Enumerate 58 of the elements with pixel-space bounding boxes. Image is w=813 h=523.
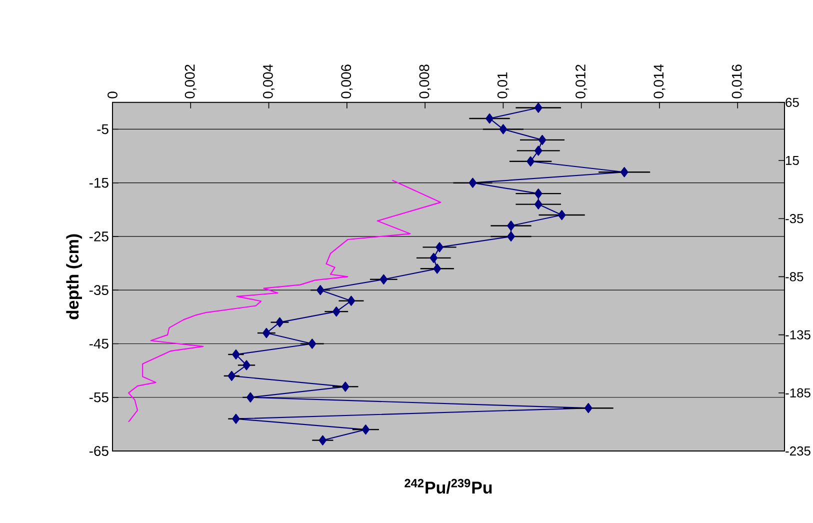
point <box>232 414 240 424</box>
point <box>228 370 236 381</box>
point <box>468 178 477 188</box>
y2-tick-label: -235 <box>786 446 810 456</box>
point <box>499 124 508 134</box>
y2-tick-label: -135 <box>786 330 810 340</box>
x-tick-label: 0,006 <box>341 64 353 98</box>
point <box>262 328 270 338</box>
point <box>534 199 542 210</box>
point <box>507 220 515 231</box>
y2-tick-label: 15 <box>786 156 799 166</box>
point <box>380 274 388 284</box>
x-tick-label: 0,01 <box>497 72 509 98</box>
point <box>332 306 340 317</box>
y-axis-title: depth (cm) <box>66 234 82 320</box>
point <box>526 156 534 166</box>
y2-tick-label: -85 <box>786 272 804 282</box>
point <box>276 317 284 328</box>
point <box>486 113 494 124</box>
point <box>347 296 356 306</box>
point <box>507 231 515 242</box>
point <box>242 360 250 370</box>
point <box>433 264 442 274</box>
point <box>584 403 592 414</box>
y-tick-label: -15 <box>89 178 108 188</box>
point <box>534 146 542 156</box>
x-tick-label: 0,014 <box>654 64 666 98</box>
line-series <box>128 180 442 422</box>
point <box>620 167 628 178</box>
y-tick-label: -45 <box>89 338 108 349</box>
point <box>232 349 240 360</box>
point <box>558 210 566 220</box>
point <box>534 188 542 199</box>
y2-tick-label: 65 <box>786 98 799 107</box>
y-tick-label: -25 <box>89 232 108 242</box>
point <box>316 285 324 296</box>
x-tick-label: 0,012 <box>576 64 588 98</box>
x-tick-label: 0,008 <box>419 64 431 98</box>
x-tick-label: 0,002 <box>184 64 196 98</box>
y-tick-label: -5 <box>97 124 108 134</box>
point <box>318 435 327 446</box>
y2-tick-label: -185 <box>786 388 810 398</box>
point <box>341 382 350 392</box>
point <box>362 424 370 435</box>
point <box>430 252 438 263</box>
point <box>436 242 444 252</box>
x-tick-label: 0,016 <box>732 64 744 98</box>
y-tick-label: -55 <box>89 392 108 402</box>
y-tick-label: -35 <box>89 285 108 296</box>
point <box>246 392 254 402</box>
x-axis-title: $^{242}$Pu/$^{239}$Pu <box>404 478 492 494</box>
point <box>308 338 316 349</box>
x-tick-label: 0,004 <box>263 64 275 98</box>
y2-tick-label: -35 <box>786 214 804 224</box>
y-tick-label: -65 <box>89 446 108 456</box>
x-tick-label: 0 <box>108 92 118 98</box>
point <box>538 134 546 145</box>
point <box>534 102 542 113</box>
